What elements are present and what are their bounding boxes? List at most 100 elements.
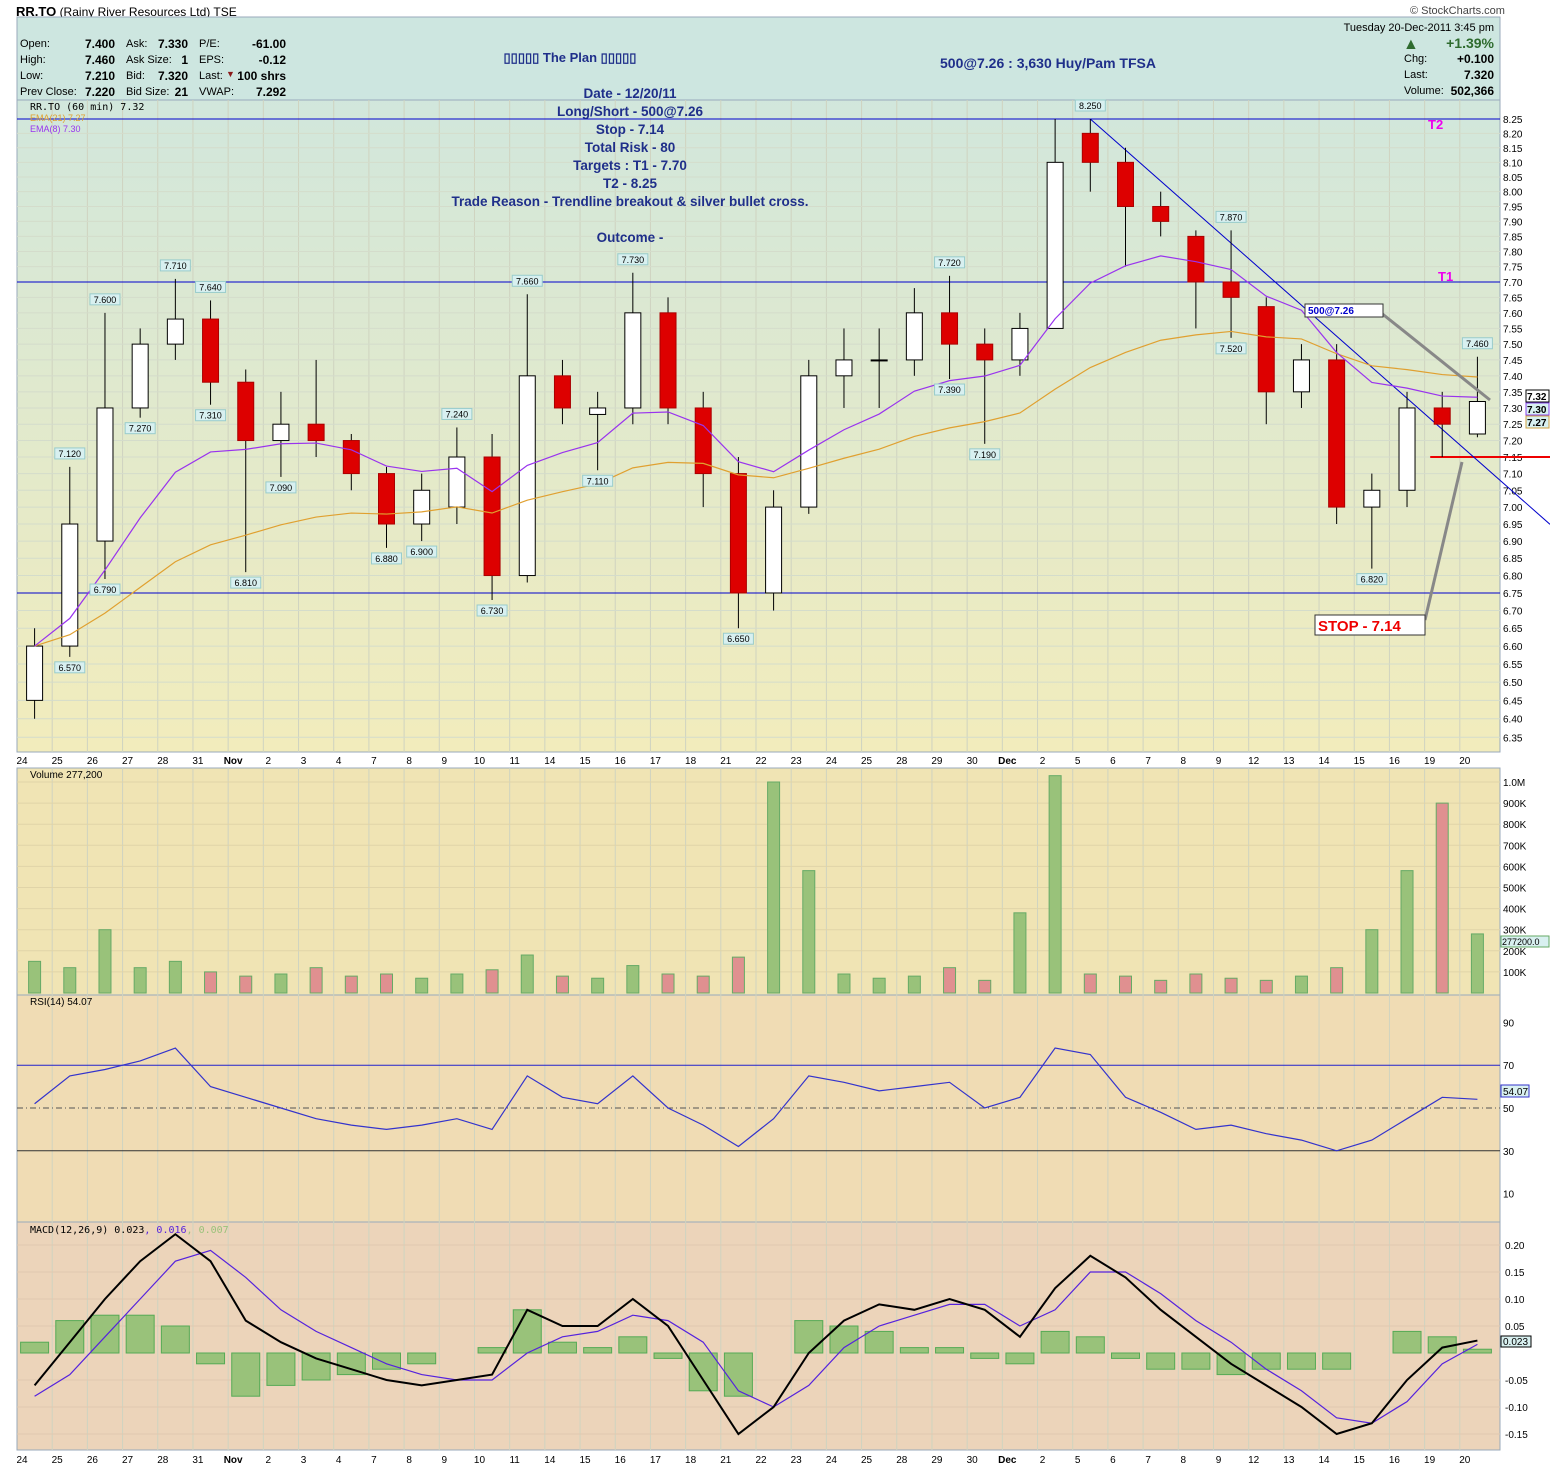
- volume-bar: [731, 956, 745, 994]
- quote-value: 7.292: [255, 85, 286, 99]
- x-tick-label: 14: [544, 756, 556, 767]
- x-tick-label: 9: [442, 1455, 448, 1466]
- x-tick-label: 7: [1145, 1455, 1151, 1466]
- pct-change: +1.39%: [1446, 35, 1494, 51]
- volume-bar: [626, 965, 640, 994]
- x-tick-label: 8: [1181, 1455, 1187, 1466]
- price-annotation: 7.600: [94, 295, 117, 305]
- last-price-label: 7.27: [1527, 418, 1547, 429]
- quote-value: 21: [174, 85, 188, 99]
- candle: [1433, 407, 1451, 425]
- candle: [272, 423, 290, 442]
- price-tick-label: 6.45: [1503, 696, 1523, 707]
- price-tick-label: 7.95: [1503, 202, 1523, 213]
- price-tick-label: 7.15: [1503, 453, 1523, 464]
- x-tick-label: 5: [1075, 1455, 1081, 1466]
- volume-tick-label: 300K: [1503, 926, 1527, 937]
- candle: [1152, 205, 1170, 222]
- volume-bar: [239, 975, 253, 994]
- x-tick-label: 7: [371, 1455, 377, 1466]
- candle: [202, 318, 220, 383]
- x-tick-label: 8: [406, 756, 412, 767]
- quote-value: 7.210: [84, 69, 115, 83]
- macd-histogram-bar: [20, 1341, 50, 1354]
- candle: [835, 359, 853, 377]
- last-value: 7.320: [1463, 68, 1494, 82]
- macd-legend: MACD(12,26,9) 0.023, 0.016, 0.007: [30, 1225, 229, 1236]
- price-annotation: 7.110: [587, 476, 609, 486]
- price-tick-label: 7.65: [1503, 293, 1523, 304]
- price-tick-label: 8.05: [1503, 173, 1523, 184]
- rsi-tick-label: 70: [1503, 1061, 1515, 1072]
- x-tick-label: 7: [371, 756, 377, 767]
- volume-bar: [943, 967, 957, 994]
- quote-label: Bid:: [126, 70, 145, 82]
- x-tick-label: 16: [615, 756, 627, 767]
- macd-last-box: [1500, 1335, 1532, 1348]
- quote-datetime: Tuesday 20-Dec-2011 3:45 pm: [1343, 22, 1494, 34]
- macd-histogram-bar: [407, 1352, 437, 1365]
- macd-tick-label: 0.10: [1505, 1295, 1525, 1306]
- x-tick-label: 30: [967, 756, 979, 767]
- volume-bar: [274, 973, 288, 994]
- macd-histogram-bar: [512, 1309, 542, 1354]
- x-tick-label: 27: [122, 1455, 134, 1466]
- volume-tick-label: 200K: [1503, 947, 1527, 958]
- x-tick-label: 8: [406, 1455, 412, 1466]
- price-annotation: 6.900: [410, 547, 433, 557]
- candle: [1117, 161, 1134, 207]
- macd-legend-part: , 0.007: [187, 1225, 229, 1236]
- price-tick-label: 8.00: [1503, 188, 1523, 199]
- volume-bar: [1435, 802, 1449, 994]
- price-tick-label: 7.55: [1503, 324, 1523, 335]
- plan-line: Targets : T1 - 7.70: [573, 158, 687, 173]
- price-annotation-box: [195, 280, 227, 293]
- x-tick-label: 9: [1216, 756, 1222, 767]
- volume-bar: [28, 960, 42, 994]
- candle: [413, 489, 431, 525]
- volume-bar: [1119, 975, 1132, 994]
- price-tick-label: 8.20: [1503, 129, 1523, 140]
- volume-tick-label: 500K: [1503, 884, 1527, 895]
- x-tick-label: 28: [896, 756, 908, 767]
- last-price-label: 7.32: [1527, 392, 1547, 403]
- x-tick-label: 31: [192, 1455, 204, 1466]
- x-tick-label: 19: [1424, 756, 1436, 767]
- volume-bar: [907, 975, 921, 994]
- trendline: [1089, 118, 1550, 525]
- price-tick-label: 6.95: [1503, 520, 1523, 531]
- last-price-label: 7.30: [1527, 405, 1547, 416]
- macd-tick-label: 0.05: [1505, 1322, 1525, 1333]
- volume-bar: [837, 973, 851, 994]
- macd-tick-label: -0.10: [1505, 1403, 1528, 1414]
- x-tick-label: 4: [336, 1455, 342, 1466]
- volume-tick-label: 600K: [1503, 862, 1527, 873]
- volume-bar: [1189, 973, 1203, 994]
- price-tick-label: 6.40: [1503, 715, 1523, 726]
- candle: [26, 645, 44, 701]
- macd-tick-label: 0.15: [1505, 1268, 1525, 1279]
- x-tick-label: 25: [52, 1455, 64, 1466]
- candle: [1363, 489, 1381, 508]
- x-tick-label: 24: [16, 1455, 28, 1466]
- macd-tick-label: -0.05: [1505, 1376, 1528, 1387]
- position-text: 500@7.26 : 3,630 Huy/Pam TFSA: [940, 55, 1156, 71]
- chg-label: Chg:: [1404, 53, 1428, 65]
- macd-histogram-bar: [618, 1336, 648, 1354]
- price-tick-label: 7.10: [1503, 470, 1523, 481]
- macd-histogram-bar: [547, 1341, 577, 1354]
- volume-last-box: [1500, 935, 1550, 948]
- last-price-box: [1525, 415, 1550, 429]
- price-tick-label: 8.25: [1503, 115, 1523, 126]
- quote-label: Prev Close:: [20, 86, 77, 98]
- candle: [131, 343, 149, 409]
- candle: [800, 375, 818, 508]
- x-tick-label: 15: [579, 756, 591, 767]
- macd-histogram-bar: [266, 1352, 296, 1386]
- plan-heading: ▯▯▯▯▯ The Plan ▯▯▯▯▯: [503, 50, 637, 65]
- volume-tick-label: 700K: [1503, 841, 1527, 852]
- price-annotation-box: [441, 407, 473, 420]
- quote-label: Open:: [20, 38, 50, 50]
- stop-callout: STOP - 7.14: [1318, 618, 1401, 635]
